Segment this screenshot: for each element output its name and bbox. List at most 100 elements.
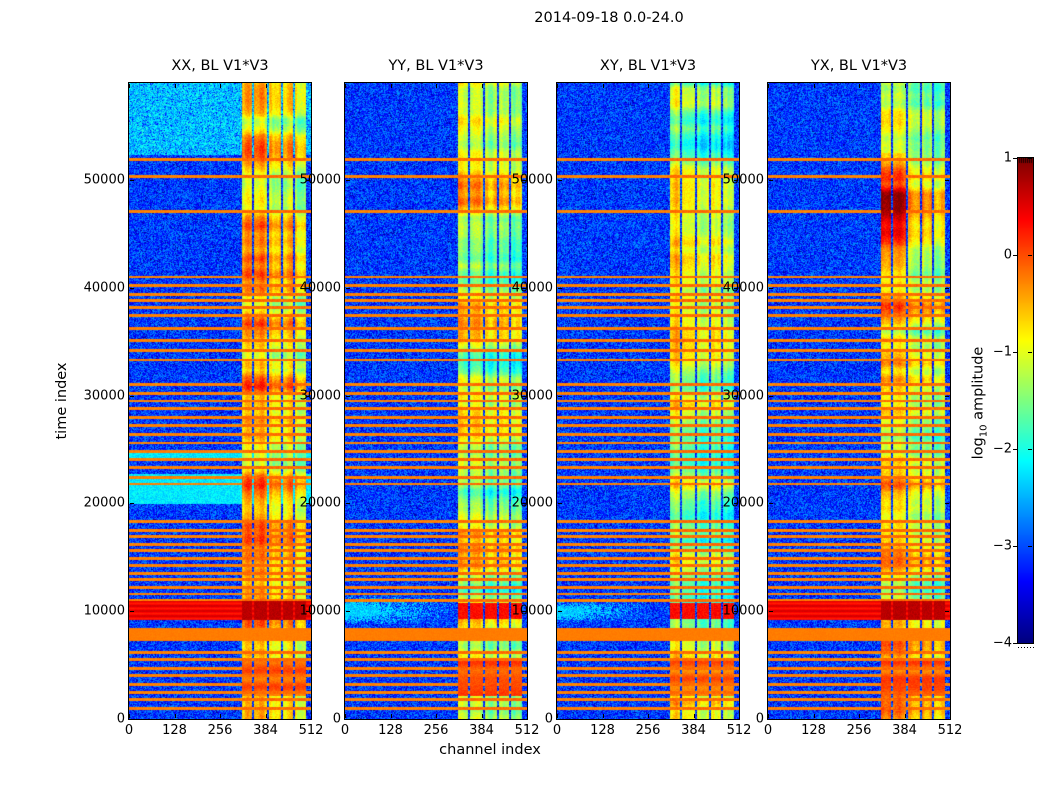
tick-mark xyxy=(306,503,310,505)
tick-mark xyxy=(1013,352,1017,353)
x-tick-label: 128 xyxy=(162,723,187,738)
y-tick-label: 0 xyxy=(755,711,764,727)
tick-mark xyxy=(1028,352,1032,353)
x-tick-label: 384 xyxy=(253,723,278,738)
tick-mark xyxy=(1030,647,1031,648)
tick-mark xyxy=(306,611,310,613)
x-tick-label: 512 xyxy=(298,723,324,738)
tick-mark xyxy=(522,503,526,505)
x-tick-label: 384 xyxy=(892,723,917,738)
tick-mark xyxy=(130,287,134,289)
x-tick-label: 256 xyxy=(207,723,233,738)
tick-mark xyxy=(558,395,562,397)
y-tick-label: 10000 xyxy=(511,603,553,619)
x-tick-label: 512 xyxy=(726,723,752,738)
tick-mark xyxy=(311,714,312,718)
y-tick-label: 30000 xyxy=(83,388,125,404)
tick-mark xyxy=(306,287,310,289)
tick-mark xyxy=(648,84,649,88)
tick-mark xyxy=(1028,255,1032,256)
tick-mark xyxy=(527,714,528,718)
tick-mark xyxy=(813,84,815,88)
x-tick-label: 256 xyxy=(635,723,661,738)
tick-mark xyxy=(945,180,949,182)
tick-mark xyxy=(1028,643,1032,644)
tick-mark xyxy=(311,84,312,88)
tick-mark xyxy=(220,84,221,88)
y-tick-label: 20000 xyxy=(83,495,125,511)
tick-mark xyxy=(950,714,951,718)
tick-mark xyxy=(306,180,310,182)
tick-mark xyxy=(346,503,350,505)
tick-mark xyxy=(481,714,483,718)
tick-mark xyxy=(739,714,740,718)
x-tick-label: 256 xyxy=(846,723,872,738)
tick-mark xyxy=(306,395,310,397)
x-tick-label: 512 xyxy=(937,723,963,738)
y-tick-label: 50000 xyxy=(83,172,125,188)
y-axis-label: time index xyxy=(54,362,70,440)
tick-mark xyxy=(1033,647,1034,648)
panel-title: XX, BL V1*V3 xyxy=(171,58,269,74)
y-tick-label: 50000 xyxy=(722,172,764,188)
tick-mark xyxy=(558,503,562,505)
tick-mark xyxy=(130,395,134,397)
tick-mark xyxy=(734,395,738,397)
tick-mark xyxy=(174,714,176,718)
x-tick-label: 256 xyxy=(423,723,449,738)
tick-mark xyxy=(346,719,350,720)
tick-mark xyxy=(769,395,773,397)
tick-mark xyxy=(345,84,346,88)
x-tick-label: 0 xyxy=(124,723,134,738)
tick-mark xyxy=(558,719,562,720)
tick-mark xyxy=(813,714,815,718)
y-tick-label: 30000 xyxy=(722,388,764,404)
tick-mark xyxy=(558,287,562,289)
tick-mark xyxy=(129,84,130,88)
panel-title: YX, BL V1*V3 xyxy=(810,58,908,74)
tick-mark xyxy=(557,84,558,88)
tick-mark xyxy=(859,84,860,88)
heatmap-canvas-xx xyxy=(128,82,312,720)
tick-mark xyxy=(734,503,738,505)
x-tick-label: 0 xyxy=(763,723,773,738)
tick-mark xyxy=(346,395,350,397)
y-tick-label: 20000 xyxy=(299,495,341,511)
tick-mark xyxy=(558,611,562,613)
tick-mark xyxy=(1013,158,1017,159)
y-tick-label: 40000 xyxy=(83,280,125,296)
tick-mark xyxy=(602,84,604,88)
colorbar-tick-label: 0 xyxy=(1003,247,1012,263)
tick-mark xyxy=(769,287,773,289)
tick-mark xyxy=(734,180,738,182)
heatmap-canvas-xy xyxy=(556,82,740,720)
y-tick-label: 10000 xyxy=(83,603,125,619)
y-tick-label: 20000 xyxy=(511,495,553,511)
tick-mark xyxy=(769,503,773,505)
tick-mark xyxy=(768,714,769,718)
tick-mark xyxy=(945,719,949,720)
tick-mark xyxy=(769,611,773,613)
x-tick-label: 0 xyxy=(340,723,350,738)
x-tick-label: 0 xyxy=(552,723,562,738)
panel-title: XY, BL V1*V3 xyxy=(599,58,697,74)
tick-mark xyxy=(436,84,437,88)
y-tick-label: 10000 xyxy=(299,603,341,619)
tick-mark xyxy=(1013,255,1017,256)
y-tick-label: 0 xyxy=(332,711,341,727)
tick-mark xyxy=(945,503,949,505)
heatmap-canvas-yy xyxy=(344,82,528,720)
tick-mark xyxy=(734,287,738,289)
tick-mark xyxy=(1013,546,1017,547)
tick-mark xyxy=(527,84,528,88)
tick-mark xyxy=(602,714,604,718)
tick-mark xyxy=(220,714,221,718)
tick-mark xyxy=(265,714,267,718)
y-tick-label: 30000 xyxy=(299,388,341,404)
y-tick-label: 10000 xyxy=(722,603,764,619)
tick-mark xyxy=(522,719,526,720)
tick-mark xyxy=(265,84,267,88)
tick-mark xyxy=(346,611,350,613)
tick-mark xyxy=(522,395,526,397)
tick-mark xyxy=(769,719,773,720)
